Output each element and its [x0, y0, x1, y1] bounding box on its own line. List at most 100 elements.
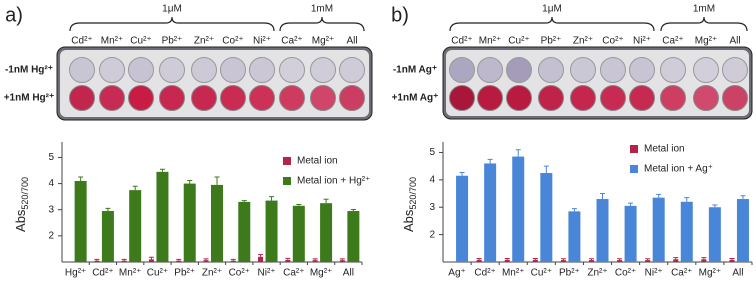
row-label: +1nM Ag⁺ [392, 93, 439, 104]
well-label: Cd²⁺ [71, 36, 92, 47]
y-tick-label: 2 [48, 231, 54, 242]
error-bar [712, 204, 718, 208]
well [69, 85, 95, 111]
y-tick-label: 4 [429, 174, 435, 185]
y-axis-label-main: Abs [13, 209, 28, 232]
well [279, 57, 305, 83]
bar [476, 259, 482, 262]
error-bar [560, 258, 566, 261]
legend-swatch [283, 157, 291, 165]
well [722, 85, 748, 111]
well [99, 57, 125, 83]
bar [129, 190, 142, 262]
row-label: +1nM Hg²⁺ [4, 93, 55, 104]
well [159, 85, 185, 111]
bar [101, 211, 114, 262]
well-label: Co²⁺ [602, 36, 623, 47]
well-label: Mg²⁺ [695, 36, 718, 47]
x-tick-label: All [343, 268, 354, 279]
y-tick-label: 5 [429, 147, 435, 158]
y-tick-label: 2 [429, 229, 435, 240]
well [570, 85, 596, 111]
well [191, 57, 217, 83]
x-tick-label: Hg²⁺ [65, 268, 86, 279]
bar [673, 259, 679, 262]
bar [532, 259, 538, 262]
error-bar [159, 168, 165, 172]
bar [596, 199, 609, 262]
error-bar [459, 171, 465, 176]
well-label: Ca²⁺ [281, 36, 302, 47]
well [128, 57, 154, 83]
error-bar [487, 158, 493, 164]
well [693, 85, 719, 111]
bar [238, 201, 251, 262]
well [600, 57, 626, 83]
group-label: 1mM [693, 4, 715, 15]
bar [230, 260, 236, 262]
bar [729, 259, 735, 262]
x-tick-label: All [732, 268, 743, 279]
bar [292, 205, 305, 262]
error-bar [78, 176, 84, 181]
error-bar [532, 257, 538, 260]
well [310, 57, 336, 83]
error-bar [740, 195, 746, 200]
bar [568, 211, 581, 262]
bar [456, 175, 469, 262]
legend-label: Metal ion + Ag⁺ [644, 164, 713, 175]
y-tick-label: 4 [48, 178, 54, 189]
x-tick-label: Co²⁺ [615, 268, 636, 279]
x-tick-label: Pb²⁺ [559, 268, 580, 279]
well [279, 85, 305, 111]
error-bar [187, 179, 193, 184]
bar [203, 260, 209, 262]
bar [339, 260, 345, 262]
well [191, 85, 217, 111]
bar [540, 173, 553, 262]
error-bar [504, 257, 510, 260]
well [722, 57, 748, 83]
error-bar [132, 185, 138, 191]
bar [484, 163, 497, 262]
well [249, 57, 275, 83]
well [477, 85, 503, 111]
well-label: Cu²⁺ [130, 36, 151, 47]
x-tick-label: Zn²⁺ [587, 268, 607, 279]
well [506, 85, 532, 111]
bar [624, 205, 637, 262]
well [449, 85, 475, 111]
x-tick-label: Ca²⁺ [671, 268, 692, 279]
group-label: 1μM [542, 4, 562, 15]
error-bar [214, 176, 220, 185]
error-bar [684, 197, 690, 202]
y-axis-label-main: Abs [401, 209, 416, 232]
well-label: Ni²⁺ [633, 36, 651, 47]
error-bar [543, 165, 549, 174]
well [660, 85, 686, 111]
bar [94, 260, 100, 262]
error-bar [258, 254, 264, 257]
error-bar [203, 258, 209, 261]
error-bar [230, 258, 236, 261]
error-bar [617, 258, 623, 261]
well [538, 57, 564, 83]
error-bar [269, 196, 275, 201]
error-bar [350, 208, 356, 212]
bar [347, 211, 360, 262]
y-axis-label: Abs520/700 [401, 177, 418, 232]
x-tick-label: Zn²⁺ [202, 268, 222, 279]
error-bar [312, 258, 318, 261]
well [506, 57, 532, 83]
y-tick-label: 3 [429, 202, 435, 213]
well-label: Zn²⁺ [194, 36, 214, 47]
bar [617, 260, 623, 262]
row-label: -1nM Ag⁺ [393, 65, 437, 76]
well [249, 85, 275, 111]
bar [645, 260, 651, 262]
bar [156, 171, 169, 262]
bar [121, 260, 127, 262]
error-bar [121, 258, 127, 261]
legend-swatch [630, 165, 638, 173]
